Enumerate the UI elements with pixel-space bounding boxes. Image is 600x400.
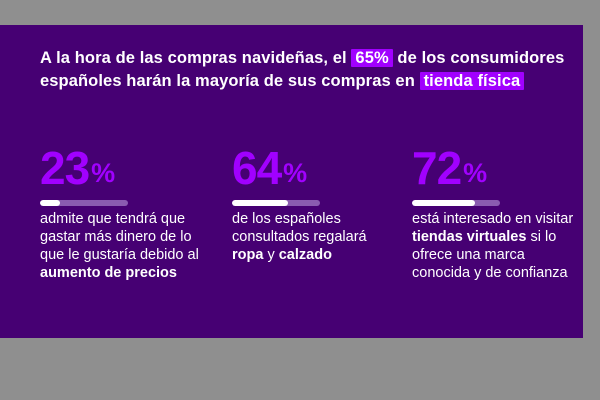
description-bold-text: tiendas virtuales bbox=[412, 229, 527, 245]
stat-number: 64 bbox=[232, 142, 282, 194]
headline-text-2: de los consumidores españoles harán la m… bbox=[40, 49, 565, 90]
progress-fill bbox=[412, 200, 476, 206]
stat-unit: % bbox=[463, 158, 488, 188]
stat-description: admite que tendrá que gastar más dinero … bbox=[40, 210, 210, 282]
description-text: de los españoles consultados regalará bbox=[232, 211, 367, 245]
headline-highlight-percent: 65% bbox=[351, 49, 393, 67]
description-text: admite que tendrá que gastar más dinero … bbox=[40, 211, 199, 263]
progress-fill bbox=[40, 200, 61, 206]
stat-value: 72% bbox=[412, 145, 582, 191]
stat-unit: % bbox=[91, 158, 116, 188]
progress-bar bbox=[40, 200, 128, 206]
headline-text-1: A la hora de las compras navideñas, el bbox=[40, 49, 352, 67]
stat-description: está interesado en visitar tiendas virtu… bbox=[412, 210, 582, 282]
description-bold-text: calzado bbox=[278, 247, 332, 263]
description-text: y bbox=[263, 247, 279, 263]
stat-block-3: 72% está interesado en visitar tiendas v… bbox=[412, 145, 582, 282]
description-bold-text: ropa bbox=[232, 247, 264, 263]
stat-unit: % bbox=[283, 158, 308, 188]
description-text: si lo ofrece una marca conocida y de con… bbox=[412, 229, 568, 281]
headline: A la hora de las compras navideñas, el 6… bbox=[40, 47, 570, 93]
description-text: está interesado en visitar bbox=[412, 211, 574, 227]
description-bold-text: aumento de precios bbox=[40, 265, 177, 281]
infographic-panel: A la hora de las compras navideñas, el 6… bbox=[0, 25, 583, 338]
stat-block-2: 64% de los españoles consultados regalar… bbox=[232, 145, 402, 264]
progress-bar bbox=[232, 200, 320, 206]
stat-value: 64% bbox=[232, 145, 402, 191]
progress-bar bbox=[412, 200, 500, 206]
progress-fill bbox=[232, 200, 289, 206]
stat-number: 72 bbox=[412, 142, 462, 194]
headline-highlight-store: tienda física bbox=[419, 72, 525, 90]
stat-block-1: 23% admite que tendrá que gastar más din… bbox=[40, 145, 210, 282]
stat-number: 23 bbox=[40, 142, 90, 194]
stat-value: 23% bbox=[40, 145, 210, 191]
stat-description: de los españoles consultados regalará ro… bbox=[232, 210, 402, 264]
